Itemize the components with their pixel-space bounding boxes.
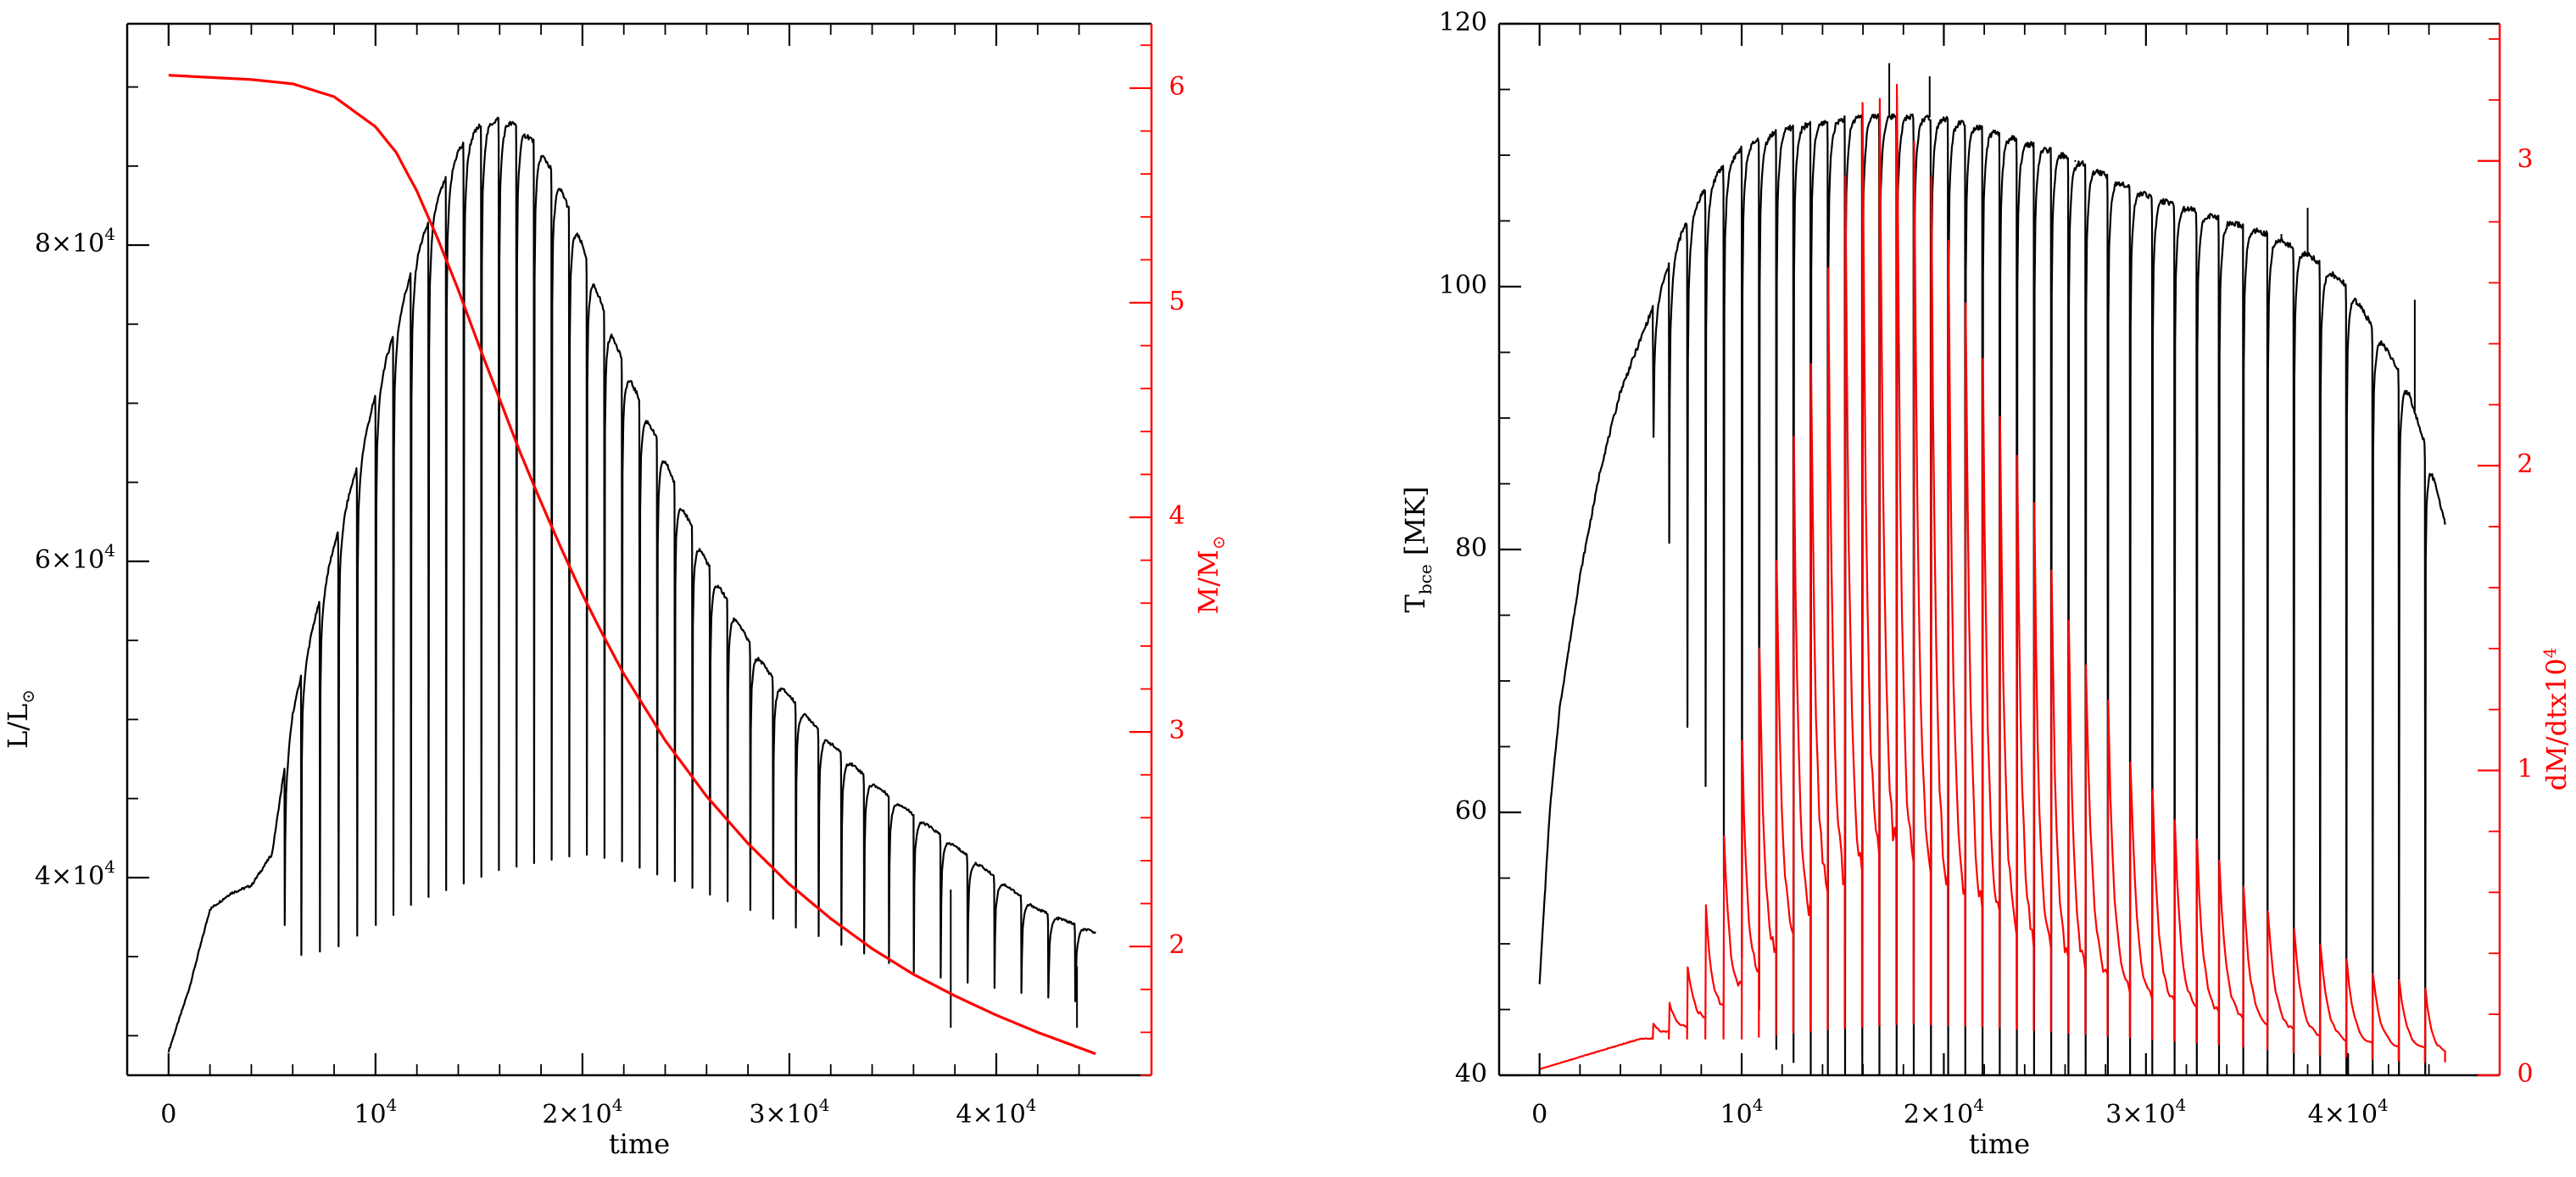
y-right-tick-label: 2 — [1168, 930, 1185, 960]
x-axis-label: time — [1969, 1128, 2030, 1160]
x-tick-label: 104 — [354, 1095, 397, 1130]
y-right-tick-label: 5 — [1168, 287, 1185, 316]
y-right-tick-label: 6 — [1168, 72, 1185, 102]
y-left-tick-label: 100 — [1439, 271, 1487, 300]
y-right-tick-label: 3 — [2517, 145, 2533, 175]
series-line-tbce — [1538, 113, 2446, 1075]
x-tick-label: 4×104 — [956, 1095, 1036, 1130]
y-left-axis-label: L/L⊙ — [2, 689, 38, 749]
y-left-tick-label: 8×104 — [35, 224, 115, 259]
y-right-tick-label: 3 — [1168, 716, 1185, 745]
x-tick-label: 104 — [1720, 1095, 1764, 1130]
y-left-axis-label: Tbce [MK] — [1399, 487, 1436, 613]
y-right-tick-label: 1 — [2517, 755, 2533, 784]
x-tick-label: 3×104 — [2105, 1095, 2186, 1130]
x-tick-label: 0 — [1531, 1100, 1547, 1130]
x-tick-label: 2×104 — [542, 1095, 622, 1130]
y-left-tick-label: 120 — [1439, 8, 1487, 37]
y-right-axis-label: M/M⊙ — [1192, 535, 1229, 614]
x-axis-label: time — [609, 1128, 670, 1160]
series-line-m-msun — [168, 74, 1096, 1056]
y-left-tick-label: 80 — [1455, 533, 1487, 563]
x-tick-label: 3×104 — [749, 1095, 829, 1130]
y-left-tick-label: 40 — [1455, 1059, 1487, 1089]
y-left-tick-label: 6×104 — [35, 539, 115, 575]
y-right-tick-label: 2 — [2517, 449, 2533, 479]
y-right-tick-label: 4 — [1168, 501, 1185, 531]
x-tick-label: 4×104 — [2308, 1095, 2389, 1130]
y-right-axis-label: dM/dtx104 — [2540, 648, 2573, 791]
plot-area — [167, 74, 1096, 1056]
luminosity-mass-panel: 0 104 2×104 3×104 4×104 time 4×104 6×104 8×104 2 3… — [2, 22, 1229, 1160]
temperature-massloss-panel: 0 104 2×104 3×104 4×104 time 40 60 80 100 120 0 1 2 3 T… — [1399, 8, 2573, 1160]
y-left-tick-label: 60 — [1455, 796, 1487, 826]
y-left-tick-label: 4×104 — [35, 856, 115, 891]
x-tick-label: 2×104 — [1904, 1095, 1984, 1130]
x-tick-label: 0 — [160, 1100, 176, 1130]
series-line-l-lsun — [167, 116, 1096, 1053]
y-right-tick-label: 0 — [2517, 1059, 2533, 1089]
series-line-dm-dt-x10-4 — [1539, 83, 2446, 1070]
plot-area — [1538, 63, 2446, 1075]
